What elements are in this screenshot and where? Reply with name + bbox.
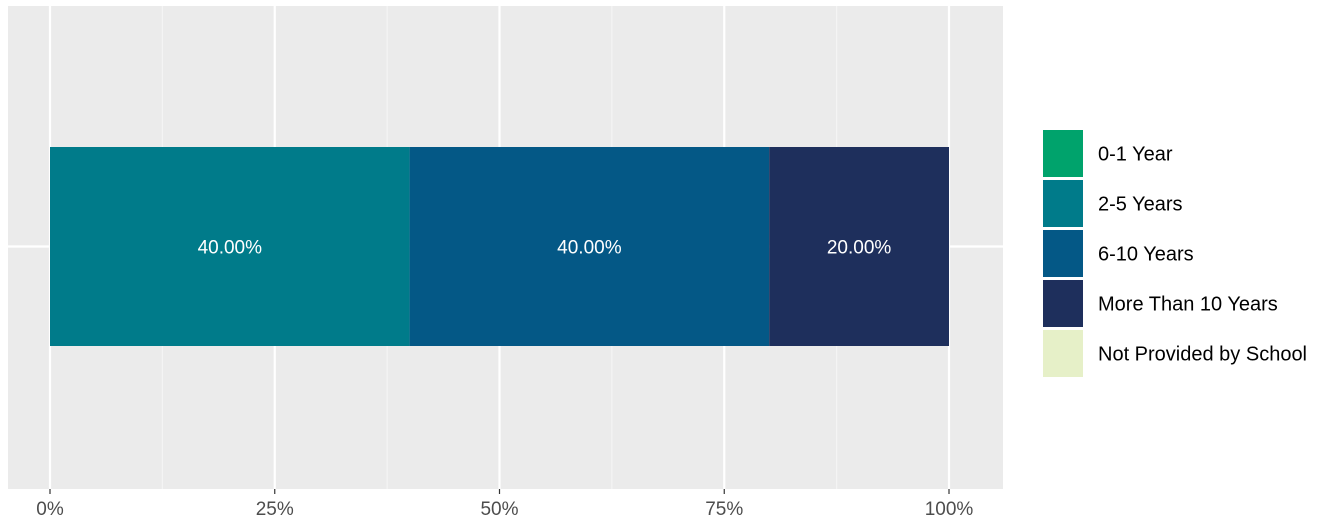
legend-key xyxy=(1043,280,1083,327)
x-axis-ticks: 0% 25% 50% 75% 100% xyxy=(36,489,973,520)
bar-segments xyxy=(50,147,949,346)
bar-segment xyxy=(50,147,410,346)
bar-value-label: 40.00% xyxy=(557,238,622,259)
bar-value-label: 40.00% xyxy=(198,238,263,259)
x-tick-label: 25% xyxy=(256,499,294,520)
x-tick-label: 0% xyxy=(36,499,64,520)
legend-label: Not Provided by School xyxy=(1098,344,1307,366)
x-tick-label: 50% xyxy=(480,499,518,520)
legend-key xyxy=(1043,230,1083,277)
x-tick-label: 100% xyxy=(925,499,974,520)
legend: 0-1 Year 2-5 Years 6-10 Years More Than 10 … xyxy=(1043,130,1307,377)
legend-label: 0-1 Year xyxy=(1098,144,1173,166)
bar-segment xyxy=(409,147,770,346)
bar-value-label: 20.00% xyxy=(827,238,892,259)
legend-label: More Than 10 Years xyxy=(1098,294,1278,316)
bar-value-labels: 40.00% 40.00% 20.00% xyxy=(198,238,892,259)
bar-segment xyxy=(769,147,949,346)
legend-label: 6-10 Years xyxy=(1098,244,1194,266)
legend-key xyxy=(1043,330,1083,377)
legend-key xyxy=(1043,180,1083,227)
legend-label: 2-5 Years xyxy=(1098,194,1183,216)
x-tick-label: 75% xyxy=(705,499,743,520)
legend-key xyxy=(1043,130,1083,177)
